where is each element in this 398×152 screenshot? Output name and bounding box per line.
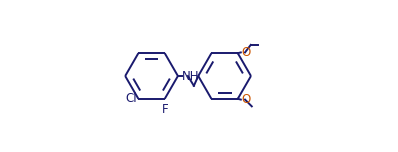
Text: O: O [241,93,250,106]
Text: NH: NH [182,69,199,83]
Text: O: O [241,46,250,59]
Text: Cl: Cl [125,92,137,105]
Text: F: F [162,103,169,116]
